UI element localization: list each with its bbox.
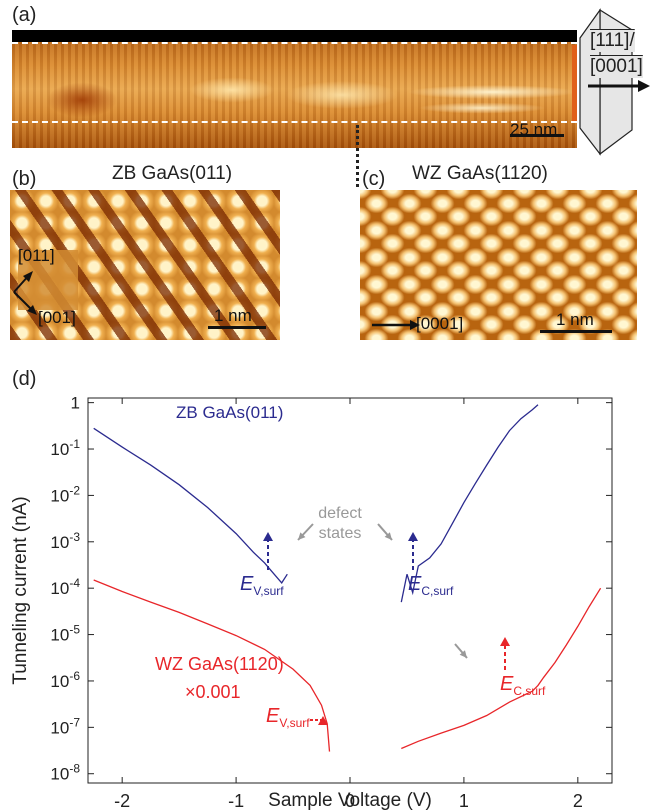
dir-label-b-down: [001]	[38, 308, 76, 327]
y-tick-label: 10-7	[50, 715, 80, 737]
wz-series-line	[93, 579, 331, 752]
y-tick-label: 1	[71, 394, 80, 413]
panel-c-label: (c)	[362, 168, 386, 190]
y-tick-label: 10-2	[50, 483, 80, 505]
x-tick-label: 0	[345, 791, 355, 811]
x-tick-label: -2	[114, 791, 130, 811]
x-tick-label: 2	[573, 791, 583, 811]
direction-label-top: [111]/	[590, 30, 635, 52]
plot-frame	[87, 397, 613, 784]
ec-surf-arrow-zb-head	[408, 532, 418, 541]
zb-series-label: ZB GaAs(011)	[176, 403, 283, 422]
ev-surf-arrow-wz-head	[318, 716, 328, 725]
panel-c-title: WZ GaAs(1120)	[412, 163, 548, 184]
image-edge	[572, 45, 577, 121]
ev-surf-label-zb: EV,surf	[240, 573, 284, 598]
defect-arrow-wz-head	[459, 650, 467, 658]
defect-arrow-right-head	[384, 532, 392, 540]
iv-chart: -2 -1 0 1 2 1 10-1 10-2 10-3 10-4 10-5 10-6 10-7 10-8…	[10, 394, 613, 811]
scalebar-c	[540, 330, 612, 333]
dashed-line-top	[12, 42, 577, 44]
dashed-line-bottom	[12, 121, 577, 123]
panel-b-title: ZB GaAs(011)	[112, 163, 233, 184]
scalebar-c-label: 1 nm	[556, 310, 594, 329]
zb-series-line	[400, 404, 539, 603]
ev-surf-arrow-zb-head	[263, 532, 273, 541]
defect-arrow-left-head	[298, 532, 306, 540]
x-axis-label: Sample Voltage (V)	[268, 790, 432, 811]
dir-label-b-up: [011]	[18, 246, 55, 265]
wz-series-line	[401, 587, 602, 750]
scalebar-b	[208, 326, 266, 329]
ec-surf-label-wz: EC,surf	[500, 673, 546, 698]
scalebar-a-label: 25 nm	[510, 120, 558, 139]
dir-label-c: [0001]	[416, 314, 464, 333]
scalebar-b-label: 1 nm	[214, 306, 252, 325]
y-tick-label: 10-8	[50, 762, 80, 784]
y-tick-label: 10-5	[50, 623, 80, 645]
y-tick-label: 10-4	[50, 576, 80, 598]
x-tick-label: 1	[459, 791, 469, 811]
ec-surf-label-zb: EC,surf	[408, 573, 454, 598]
image-top-band	[12, 30, 577, 42]
wz-series-label: WZ GaAs(1120)	[155, 654, 284, 674]
defect-label-line1: defect	[318, 505, 362, 522]
defect-label-line2: states	[319, 525, 362, 542]
ec-surf-arrow-wz-head	[500, 637, 510, 646]
y-tick-label: 10-3	[50, 530, 80, 552]
zb-series-line	[93, 427, 288, 584]
y-tick-label: 10-6	[50, 669, 80, 691]
y-tick-label: 10-1	[50, 437, 80, 459]
direction-arrow-c	[372, 320, 420, 330]
stm-image-nanowire: 25 nm	[12, 30, 577, 148]
scalebar-a	[510, 134, 564, 137]
ev-surf-label-wz: EV,surf	[266, 705, 310, 730]
wz-scale-label: ×0.001	[185, 682, 241, 702]
direction-arrows-b	[13, 271, 37, 315]
stm-image-zb: [011] [001] 1 nm	[10, 190, 280, 340]
panel-a-label: (a)	[12, 4, 37, 26]
x-tick-label: -1	[228, 791, 244, 811]
panel-b-label: (b)	[12, 168, 37, 190]
stm-image-wz: [0001] 1 nm	[360, 190, 637, 340]
direction-label-bottom: [0001]	[590, 56, 643, 78]
panel-d-label: (d)	[12, 368, 37, 390]
dotted-connector	[356, 125, 359, 187]
y-axis-label: Tunneling current (nA)	[10, 496, 31, 684]
